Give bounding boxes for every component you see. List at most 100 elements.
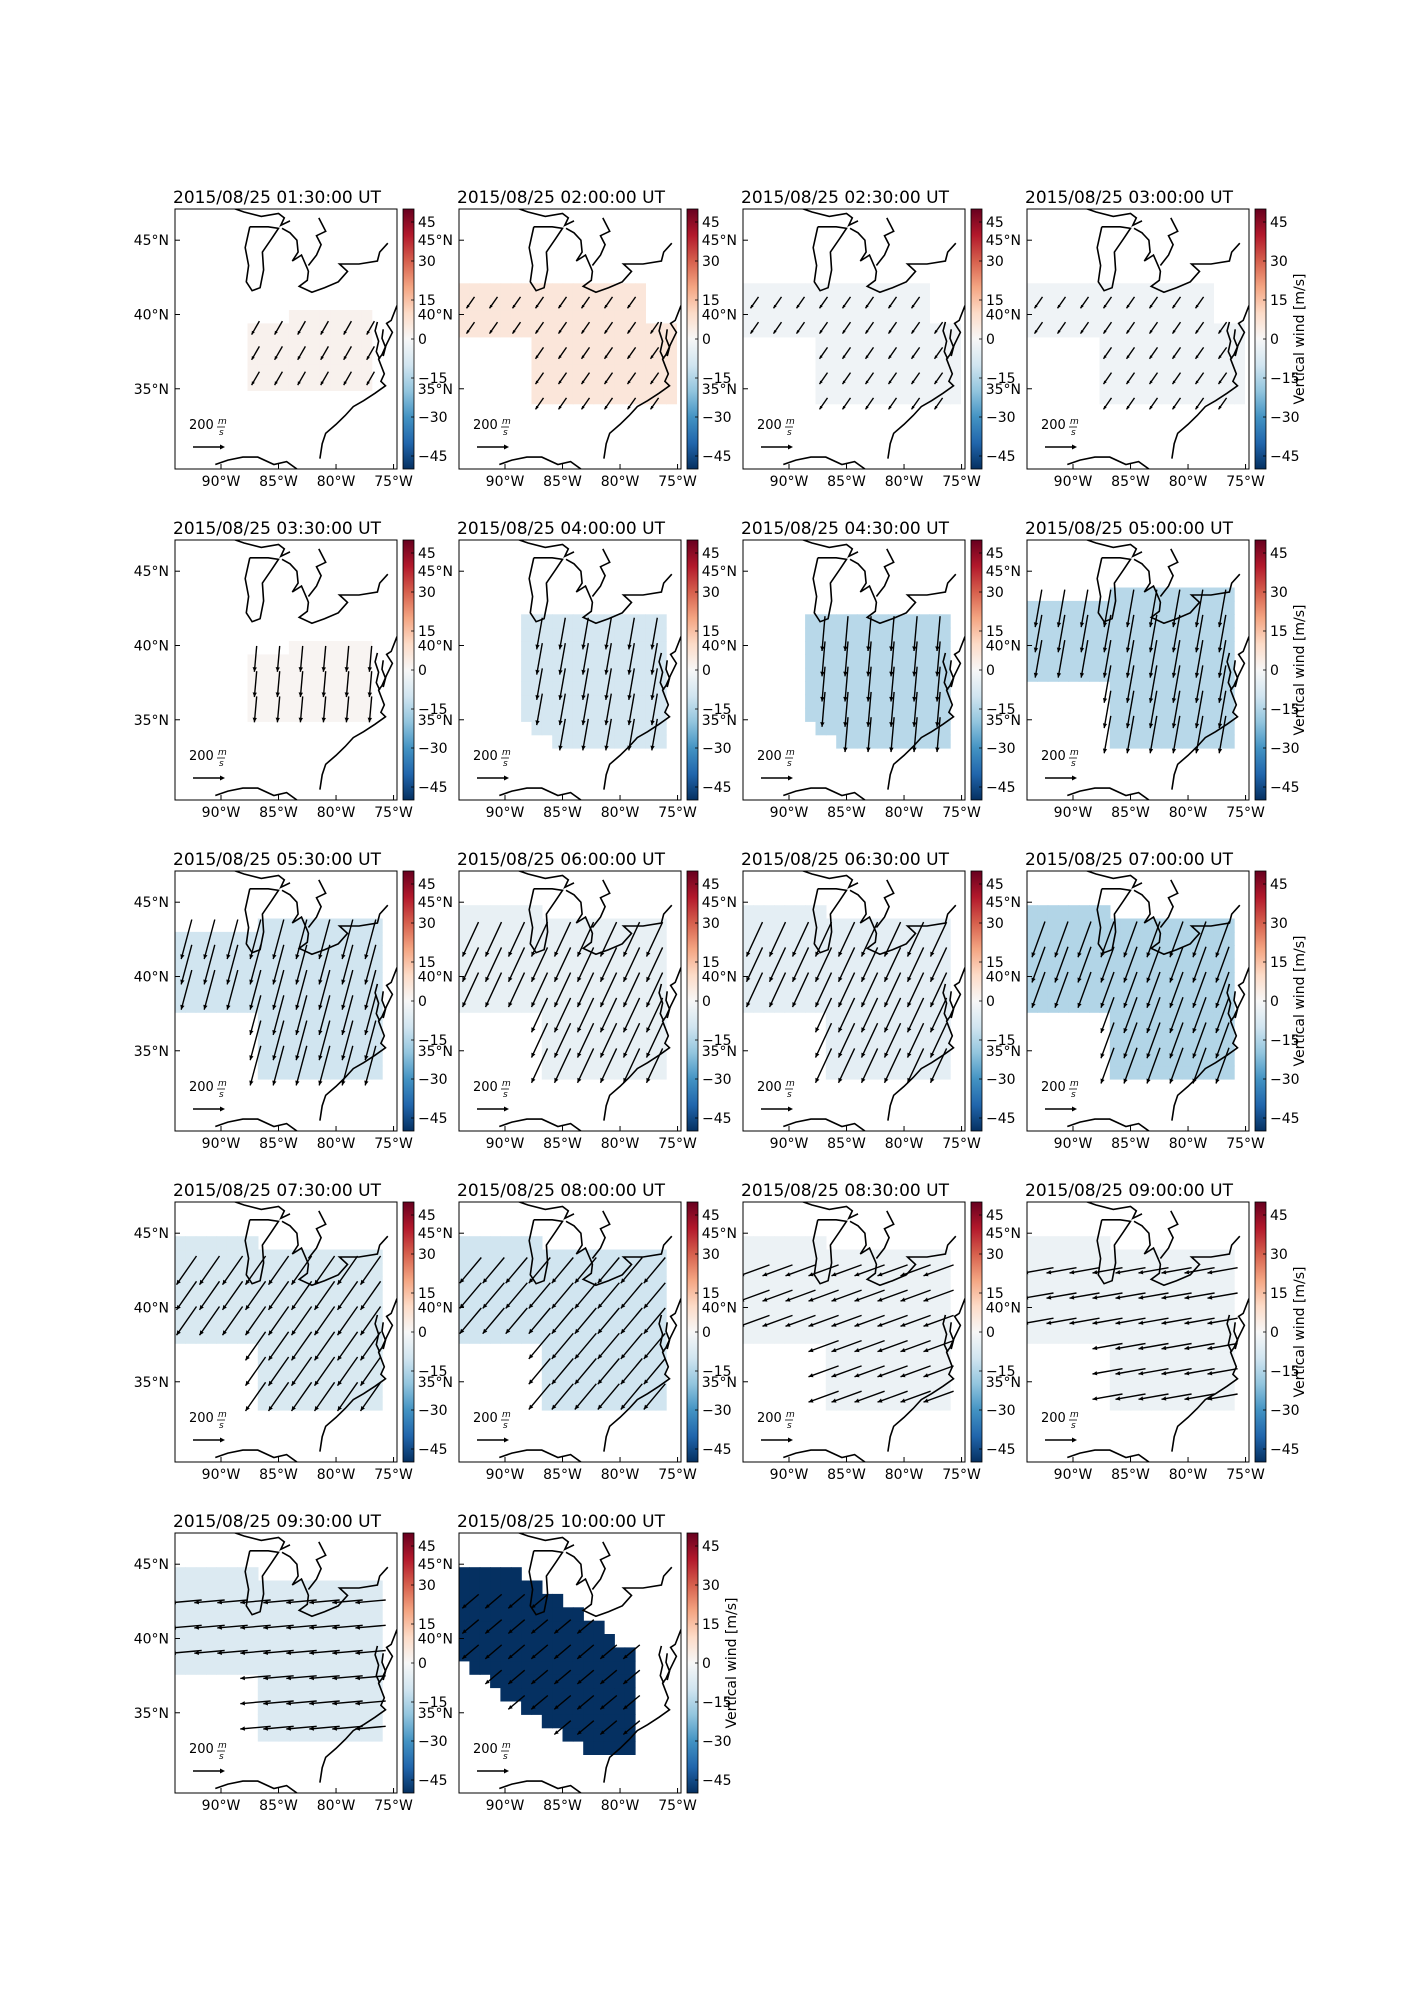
wind-cell xyxy=(898,283,909,297)
wind-cell xyxy=(279,337,290,351)
scale-label: 200 xyxy=(473,749,498,764)
wind-cell xyxy=(1162,668,1173,682)
wind-vector-arrow xyxy=(1103,716,1111,753)
wind-cell xyxy=(1162,721,1173,735)
colorbar-tick-label: −30 xyxy=(418,1403,448,1419)
wind-cell xyxy=(1037,1303,1048,1317)
wind-cell xyxy=(816,377,827,391)
coastline xyxy=(308,549,325,597)
wind-cell xyxy=(216,1250,227,1264)
wind-cell xyxy=(1058,999,1069,1013)
lat-tick-label: 45°N xyxy=(702,564,737,580)
wind-cell xyxy=(805,310,816,324)
wind-cell xyxy=(784,283,795,297)
wind-cell xyxy=(1213,390,1224,404)
wind-cell xyxy=(480,1236,491,1250)
scale-unit-den: s xyxy=(1071,1090,1076,1100)
colorbar-tick-label: −45 xyxy=(1270,1442,1300,1458)
lon-tick-label: 75°W xyxy=(374,1136,413,1152)
colorbar-tick-label: 0 xyxy=(1270,663,1279,679)
wind-cell xyxy=(542,1607,553,1621)
wind-cell xyxy=(552,1661,563,1675)
wind-cell xyxy=(289,641,300,655)
wind-cell xyxy=(1089,283,1100,297)
wind-cell xyxy=(1048,919,1059,933)
wind-cell xyxy=(1027,628,1038,642)
wind-cell xyxy=(1224,1397,1235,1411)
wind-cell xyxy=(1131,1276,1142,1290)
wind-cell xyxy=(805,959,816,973)
wind-cell xyxy=(594,708,605,722)
colorbar-label: Vertical wind [m/s] xyxy=(1292,274,1308,405)
wind-cell xyxy=(573,390,584,404)
wind-cell xyxy=(320,1647,331,1661)
wind-cell xyxy=(867,390,878,404)
wind-cell xyxy=(469,1661,480,1675)
wind-cell xyxy=(372,1607,383,1621)
wind-cell xyxy=(1131,681,1142,695)
wind-cell xyxy=(836,945,847,959)
wind-cell xyxy=(289,310,300,324)
colorbar-tick-label: −45 xyxy=(986,1442,1016,1458)
lat-tick-label: 40°N xyxy=(986,1300,1021,1316)
wind-cell xyxy=(1079,323,1090,337)
wind-cell xyxy=(258,654,269,668)
wind-cell xyxy=(341,1383,352,1397)
wind-cell xyxy=(784,323,795,337)
lat-tick-label: 40°N xyxy=(134,1300,169,1316)
wind-cell xyxy=(1172,310,1183,324)
wind-cell xyxy=(268,1688,279,1702)
wind-cell xyxy=(1172,1397,1183,1411)
wind-cell xyxy=(289,1661,300,1675)
scale-unit-num: m xyxy=(1070,1410,1079,1420)
wind-cell xyxy=(594,932,605,946)
wind-cell xyxy=(614,283,625,297)
wind-cell xyxy=(351,1634,362,1648)
wind-cell xyxy=(614,668,625,682)
wind-cell xyxy=(929,1276,940,1290)
wind-cell xyxy=(258,1276,269,1290)
wind-cell xyxy=(310,1688,321,1702)
lat-tick-label: 35°N xyxy=(986,382,1021,398)
wind-cell xyxy=(563,1370,574,1384)
wind-cell xyxy=(552,390,563,404)
wind-cell xyxy=(542,1276,553,1290)
wind-cell xyxy=(330,1661,341,1675)
wind-cell xyxy=(857,654,868,668)
lat-tick-label: 35°N xyxy=(418,713,453,729)
wind-cell xyxy=(206,1581,217,1595)
wind-cell xyxy=(898,985,909,999)
wind-cell xyxy=(888,1250,899,1264)
wind-cell xyxy=(1079,1303,1090,1317)
map-area xyxy=(783,537,965,800)
wind-cell xyxy=(552,310,563,324)
wind-cell xyxy=(1172,1357,1183,1371)
scale-unit-num: m xyxy=(502,1410,511,1420)
colorbar-tick-label: −30 xyxy=(702,410,732,426)
wind-cell xyxy=(594,337,605,351)
wind-cell xyxy=(511,1581,522,1595)
wind-cell xyxy=(583,641,594,655)
wind-cell xyxy=(1037,614,1048,628)
wind-cell xyxy=(1203,735,1214,749)
wind-cell xyxy=(341,654,352,668)
wind-cell xyxy=(552,668,563,682)
wind-cell xyxy=(847,1039,858,1053)
lat-tick-label: 45°N xyxy=(702,233,737,249)
wind-cell xyxy=(542,985,553,999)
wind-cell xyxy=(258,959,269,973)
wind-cell xyxy=(1110,323,1121,337)
wind-cell xyxy=(480,1607,491,1621)
wind-cell xyxy=(196,1250,207,1264)
wind-cell xyxy=(614,1066,625,1080)
wind-cell xyxy=(604,364,615,378)
lon-tick-label: 75°W xyxy=(374,474,413,490)
wind-cell xyxy=(1048,932,1059,946)
wind-cell xyxy=(1182,695,1193,709)
wind-cell xyxy=(1182,641,1193,655)
wind-cell xyxy=(480,1581,491,1595)
wind-cell xyxy=(1141,1276,1152,1290)
lat-tick-label: 35°N xyxy=(986,1375,1021,1391)
wind-cell xyxy=(929,390,940,404)
wind-cell xyxy=(836,283,847,297)
